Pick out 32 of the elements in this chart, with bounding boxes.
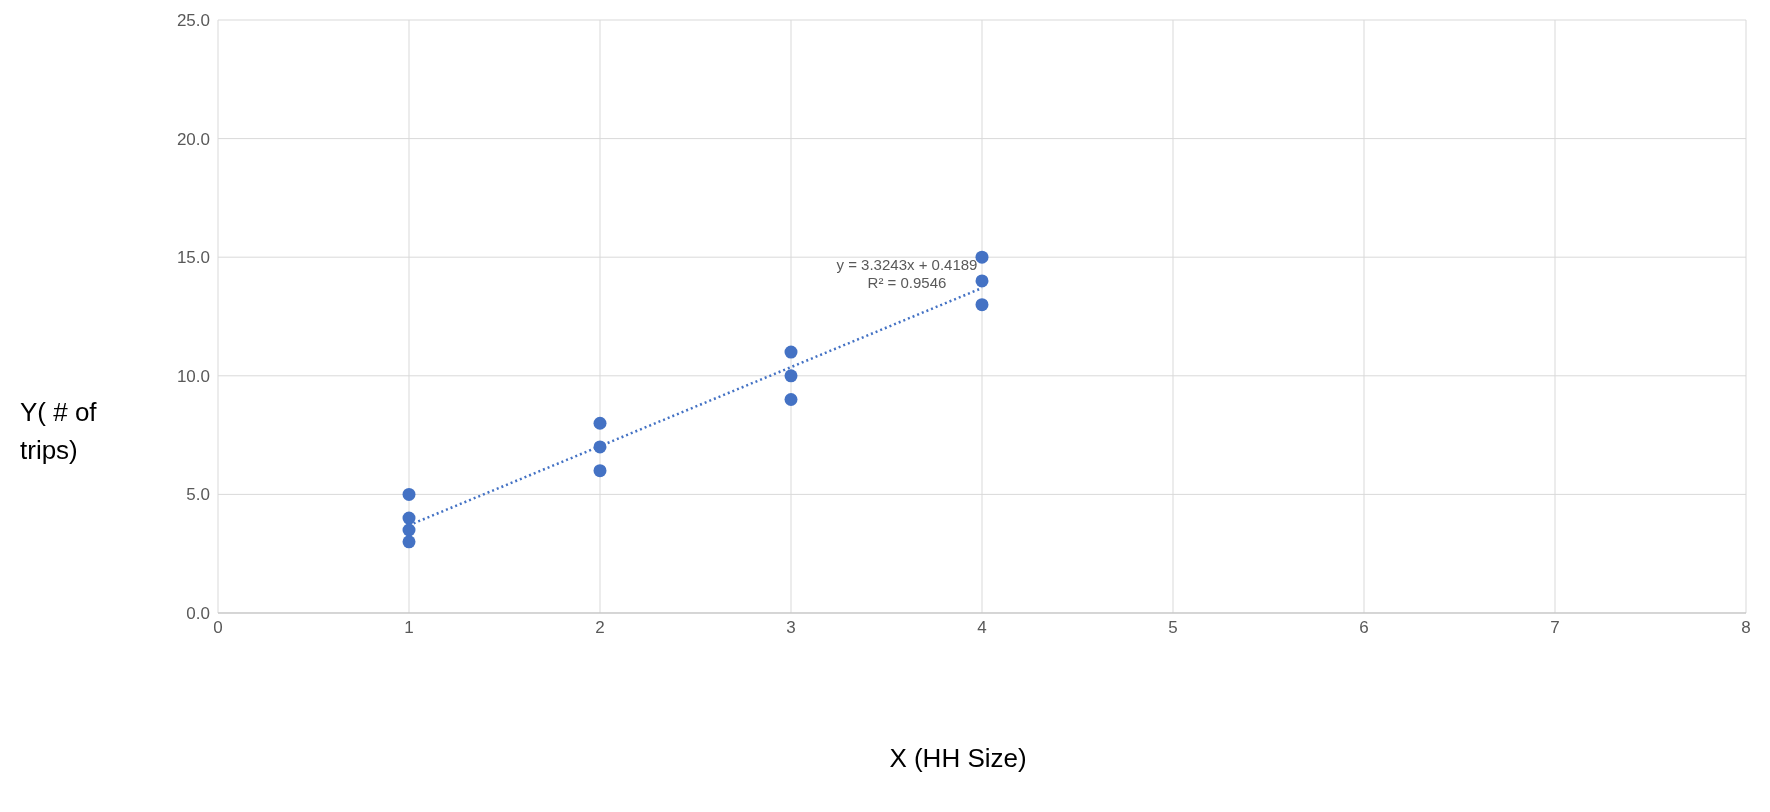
x-tick-label: 5 (1168, 618, 1178, 638)
y-tick-label: 20.0 (176, 129, 210, 149)
y-tick-label: 15.0 (176, 248, 210, 268)
point (593, 440, 607, 454)
point (975, 298, 989, 312)
x-axis-title: X (HH Size) (888, 743, 1028, 774)
point (402, 535, 416, 549)
point (975, 250, 989, 264)
x-tick-label: 8 (1741, 618, 1751, 638)
y-axis-title: Y( # of trips) (20, 396, 98, 467)
y-tick-label: 10.0 (176, 366, 210, 386)
annotation: R² = 0.9546 (867, 274, 947, 292)
annotation: y = 3.3243x + 0.4189 (836, 256, 978, 274)
y-tick-label: 0.0 (186, 604, 210, 624)
point (402, 487, 416, 501)
x-tick-label: 3 (786, 618, 796, 638)
x-tick-label: 6 (1359, 618, 1369, 638)
point (402, 511, 416, 525)
y-tick-label: 25.0 (176, 11, 210, 31)
point (784, 369, 798, 383)
point (402, 523, 416, 537)
x-tick-label: 7 (1550, 618, 1560, 638)
x-tick-label: 1 (404, 618, 414, 638)
point (975, 274, 989, 288)
x-tick-label: 0 (213, 618, 223, 638)
y-tick-label: 5.0 (186, 485, 210, 505)
x-tick-label: 4 (977, 618, 987, 638)
point (784, 393, 798, 407)
point (784, 345, 798, 359)
x-tick-label: 2 (595, 618, 605, 638)
point (593, 416, 607, 430)
point (593, 464, 607, 478)
